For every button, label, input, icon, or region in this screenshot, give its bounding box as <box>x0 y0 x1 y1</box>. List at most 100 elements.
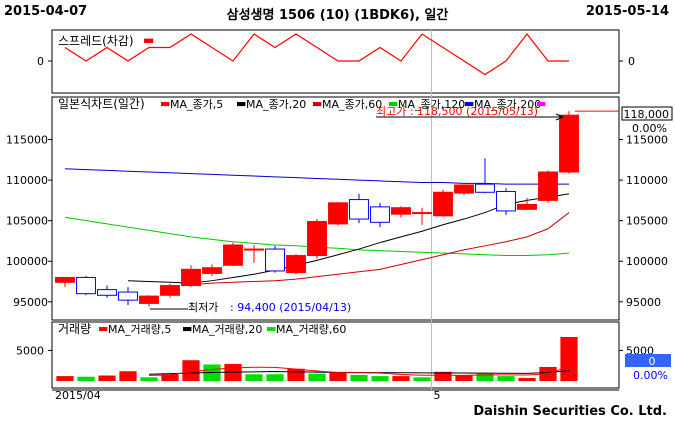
volume-legend-marker: ▬ <box>182 322 192 335</box>
candle <box>97 289 117 296</box>
volume-legend-item: MA_거래량,60 <box>276 323 346 336</box>
volume-bar <box>56 376 74 381</box>
volume-bar <box>140 377 158 381</box>
volume-bar <box>329 371 347 381</box>
x-label: 5 <box>433 389 440 402</box>
volume-legend-item: MA_거래량,5 <box>108 323 171 336</box>
candle <box>265 248 285 272</box>
price-legend-marker: ▬ <box>312 97 322 110</box>
volume-bar <box>518 377 536 381</box>
start-date: 2015-04-07 <box>4 4 88 19</box>
volume-bar <box>371 376 389 381</box>
price-legend-marker: ▬ <box>388 97 398 110</box>
x-label: 2015/04 <box>55 389 101 402</box>
spread-line <box>64 33 569 76</box>
volume-bar <box>245 374 263 381</box>
candle <box>454 184 474 194</box>
price-tick-label: 95000 <box>13 296 48 309</box>
volume-bar <box>266 374 284 381</box>
volume-bar <box>434 371 452 381</box>
candle <box>496 190 516 212</box>
current-change: 0.00% <box>632 122 667 135</box>
price-legend-item: MA_종가,200 <box>474 98 541 111</box>
price-tick-label: 110000 <box>6 174 48 187</box>
candle <box>370 206 390 223</box>
volume-bar <box>455 375 473 381</box>
panel-frame <box>51 29 620 94</box>
ma60-line <box>190 212 570 286</box>
volume-tick-label: 5000 <box>16 344 44 357</box>
brand-footer: Daishin Securities Co. Ltd. <box>473 404 667 419</box>
panel-frame <box>51 321 620 389</box>
candle <box>517 203 537 210</box>
spread-tick-label: 0 <box>37 55 44 68</box>
price-tick-label: 95000 <box>626 296 661 309</box>
volume-bar <box>98 375 116 381</box>
price-tick-label: 100000 <box>6 255 48 268</box>
candle <box>139 295 159 304</box>
volume-bar <box>77 376 95 381</box>
current-price-box <box>621 106 673 121</box>
candle <box>433 191 453 217</box>
candle <box>181 268 201 287</box>
candle <box>328 202 348 225</box>
candle <box>118 291 138 301</box>
volume-bar <box>476 373 494 381</box>
volume-change: 0.00% <box>633 369 668 382</box>
chart-title: 삼성생명 1506 (10) (1BDK6), 일간 <box>226 8 449 23</box>
candle <box>538 171 558 201</box>
price-legend-item: MA_종가,60 <box>322 98 382 111</box>
volume-legend-title: 거래량 <box>58 322 91 336</box>
volume-bar <box>413 377 431 381</box>
candle <box>412 212 432 215</box>
price-tick-label: 115000 <box>626 134 668 147</box>
panel-frame <box>51 96 620 321</box>
spread-legend: 스프레드(차감) <box>58 34 134 48</box>
price-legend-marker: ▬ <box>536 97 546 110</box>
candle <box>244 248 264 251</box>
candle <box>307 220 327 257</box>
spread-panel: 0 0 스프레드(차감) ▬ <box>37 33 635 76</box>
volume-bar <box>308 373 326 381</box>
ma200-line <box>64 168 569 185</box>
candle <box>76 276 96 295</box>
candle <box>202 267 222 274</box>
volume-bar <box>287 368 305 381</box>
candle <box>475 183 495 193</box>
high-annotation-arrow <box>555 116 564 121</box>
current-price: 118,000 <box>624 108 670 121</box>
volume-bar <box>497 376 515 381</box>
low-annotation: 최저가 <box>188 301 218 314</box>
price-tick-label: 115000 <box>6 134 48 147</box>
price-panel: 95000 95000 100000 100000 105000 105000 110000… <box>6 97 673 314</box>
price-tick-label: 110000 <box>626 174 668 187</box>
price-legend-marker: ▬ <box>464 97 474 110</box>
price-tick-label: 100000 <box>626 255 668 268</box>
price-legend-item: MA_종가,20 <box>246 98 306 111</box>
candle <box>160 285 180 296</box>
low-annotation-value: : 94,400 (2015/04/13) <box>230 301 351 314</box>
candle <box>349 199 369 220</box>
candle <box>55 276 75 283</box>
volume-bar <box>119 371 137 381</box>
high-annotation: 최고가 : 118,500 (2015/05/13) <box>376 105 538 118</box>
volume-legend-item: MA_거래량,20 <box>192 323 262 336</box>
spread-tick-label: 0 <box>628 55 635 68</box>
end-date: 2015-05-14 <box>585 4 669 19</box>
candle <box>223 244 243 266</box>
volume-legend-marker: ▬ <box>98 322 108 335</box>
spread-legend-marker: ▬ <box>143 33 154 47</box>
ma20-line <box>127 193 570 284</box>
volume-bar <box>560 337 578 381</box>
candle <box>559 114 579 173</box>
volume-bar <box>161 374 179 381</box>
price-legend-item: MA_종가,5 <box>170 98 223 111</box>
candle <box>391 207 411 215</box>
price-legend-marker: ▬ <box>160 97 170 110</box>
candle <box>286 255 306 274</box>
volume-bar <box>350 374 368 381</box>
volume-ma5-line <box>148 365 570 376</box>
price-legend-item: MA_종가,120 <box>398 98 465 111</box>
